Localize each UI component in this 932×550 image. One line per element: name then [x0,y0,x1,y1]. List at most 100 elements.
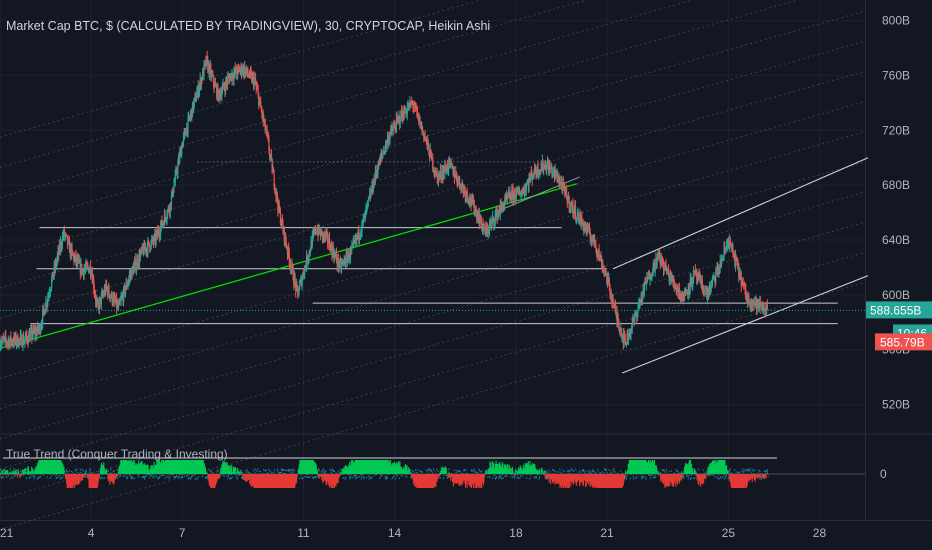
candle-body [287,246,289,254]
indicator-signal-line [179,476,182,479]
candle-body [408,103,410,110]
candle-body [10,340,13,343]
candle-body [325,234,327,238]
indicator-signal-line [538,475,541,478]
indicator-signal-line [33,476,36,480]
candle-body [59,244,61,251]
indicator-signal-line [160,475,162,477]
candle-body [207,59,209,71]
candle-body [592,234,594,238]
candle-body [149,248,152,250]
candle-body [189,117,191,119]
candle-body [444,165,447,170]
candle-body [141,245,143,251]
candle-body [31,329,33,338]
candle-body [140,249,142,255]
indicator-signal-line [632,477,635,480]
candle-body [226,78,229,85]
indicator-signal-line [318,468,320,471]
candle-body [29,330,32,334]
indicator-signal-line [682,475,684,478]
candle-body [74,255,76,258]
candle-body [525,184,528,191]
candle-body [23,341,25,344]
candle-body [654,268,656,271]
indicator-signal-line [259,471,262,473]
candle-body [165,219,167,221]
candle-body [365,206,368,211]
indicator-signal-line [687,477,690,480]
indicator-signal-line [442,477,445,480]
candle-body [129,275,131,277]
candle-body [191,110,193,117]
candle-body [616,312,618,321]
candle-body [248,76,250,78]
indicator-signal-line [262,468,265,472]
candle-body [576,213,579,218]
candle-body [208,64,210,75]
indicator-signal-line [285,469,288,472]
candle-body [739,272,741,277]
candle-body [710,281,712,288]
candle-body [435,171,437,176]
candle-body [697,276,699,281]
candle-body [3,337,6,339]
candle-body [187,118,189,133]
candle-body [8,340,11,347]
candle-body [516,188,519,190]
candle-body [544,164,546,166]
candle-body [473,199,475,213]
candle-body [602,265,604,268]
candle-body [504,198,506,206]
candle-body [594,245,596,247]
candle-body [629,328,631,334]
candle-body [650,277,652,279]
candle-body [529,177,531,181]
candle-body [324,233,326,238]
candle-body [20,335,22,337]
candle-body [8,340,10,347]
indicator-signal-line [436,469,439,472]
candle-body [153,241,155,243]
indicator-signal-line [1,474,3,476]
candle-body [243,66,245,74]
candle-body [240,65,243,74]
candle-body [525,186,527,191]
candle-body [42,311,44,325]
indicator-signal-line [591,470,593,473]
indicator-signal-line [617,472,619,474]
candle-body [405,111,407,115]
candle-body [719,259,721,269]
candle-body [573,209,575,215]
candle-body [257,90,259,95]
candle-body [14,335,16,341]
indicator-signal-line [480,472,482,474]
indicator-signal-line [37,476,40,479]
candle-body [760,305,762,310]
indicator-signal-line [494,477,497,480]
candle-body [670,278,672,281]
candle-body [353,240,355,243]
candle-body [0,343,2,346]
candle-body [45,302,47,312]
candle-body [34,330,36,335]
candle-body [268,140,270,151]
candle-body [391,128,393,131]
candle-body [611,298,614,304]
candle-body [455,172,457,178]
candle-body [14,336,16,341]
candle-body [585,226,587,230]
candle-body [145,248,148,252]
candle-body [549,164,551,170]
candle-body [61,245,63,247]
candle-body [471,196,473,200]
indicator-signal-line [393,475,395,478]
indicator-signal-line [314,475,317,478]
indicator-signal-line [301,476,303,479]
candle-body [722,259,724,261]
candle-body [444,165,446,173]
candle-body [703,294,705,296]
candle-body [35,330,37,335]
indicator-signal-line [412,470,415,473]
